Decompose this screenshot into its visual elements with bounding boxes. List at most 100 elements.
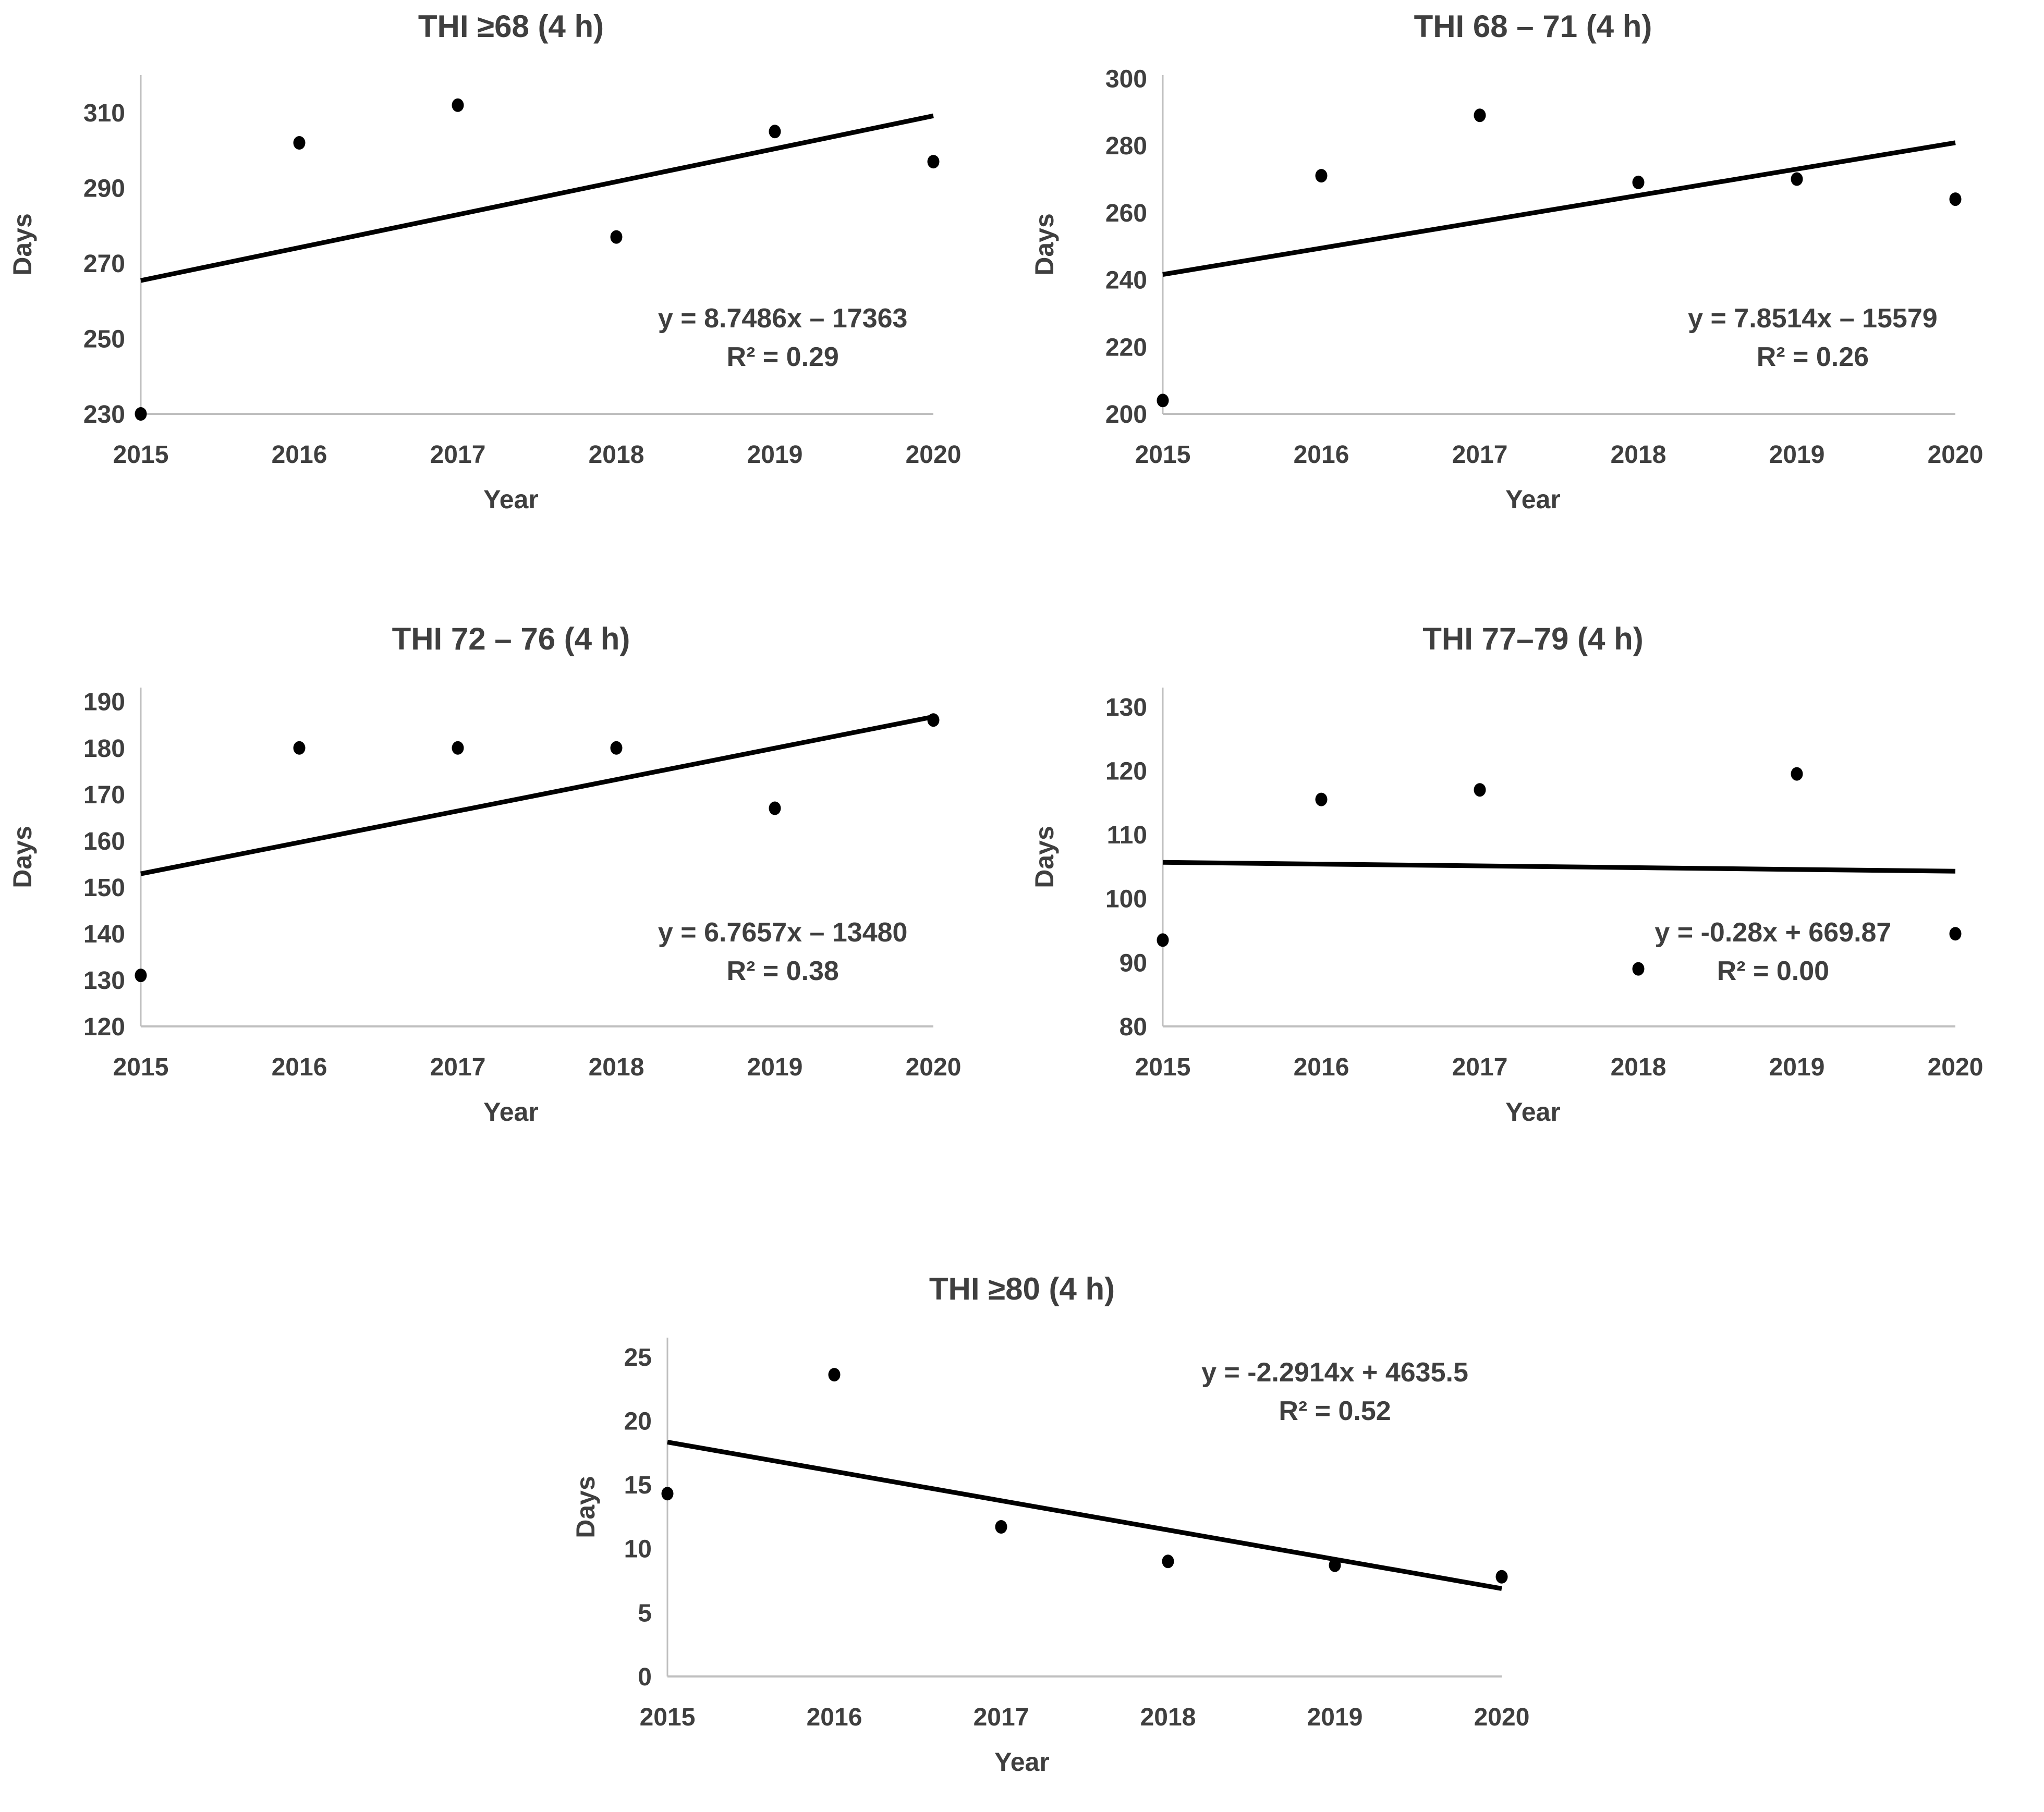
y-axis-title: Days: [571, 1476, 600, 1538]
data-point: [135, 407, 147, 421]
equation-text: y = -0.28x + 669.87: [1654, 917, 1892, 948]
x-tick-label: 2017: [974, 1704, 1029, 1729]
y-axis-title: Days: [1030, 213, 1059, 276]
x-tick-label: 2020: [906, 1054, 962, 1079]
chart-thi-77-79: THI 77–79 (4 h) 80 90 100 110 120 130 2015 2016…: [1022, 613, 2044, 1129]
x-tick-label: 2015: [113, 441, 169, 466]
data-point: [452, 741, 464, 755]
data-point: [1791, 767, 1803, 781]
equation-text: y = 8.7486x – 17363: [658, 303, 908, 334]
x-axis-title: Year: [1505, 485, 1561, 514]
y-tick-label: 0: [638, 1663, 652, 1691]
scatter-plot-svg: 0 5 10 15 20 25 2015 2016 2017 2018 2019 2020 Days: [571, 1338, 1529, 1729]
data-point: [1157, 933, 1169, 947]
y-tick-label: 20: [624, 1407, 652, 1435]
x-tick-label: 2016: [272, 1054, 327, 1079]
y-tick-label: 90: [1120, 949, 1147, 977]
data-point: [1632, 962, 1645, 976]
chart-title: THI ≥68 (4 h): [418, 9, 604, 44]
data-point: [1329, 1558, 1341, 1572]
data-point: [1474, 783, 1486, 797]
equation-text: y = 6.7657x – 13480: [658, 917, 908, 948]
x-tick-label: 2017: [430, 1054, 486, 1079]
plot-area: 0 5 10 15 20 25 2015 2016 2017 2018 2019 2020 Days y…: [511, 1306, 1533, 1729]
y-tick-label: 100: [1105, 886, 1147, 913]
x-tick-label: 2015: [1135, 1054, 1191, 1079]
data-point: [995, 1520, 1007, 1534]
y-tick-label: 310: [83, 100, 125, 127]
data-point: [1949, 192, 1962, 206]
chart-thi-ge80: THI ≥80 (4 h) 0 5 10 15 20 25 2015 2016 2017 2018…: [511, 1272, 1533, 1779]
r-squared-text: R² = 0.00: [1717, 956, 1830, 986]
equation-text: y = 7.8514x – 15579: [1688, 303, 1938, 334]
trendline-equation-block: y = -0.28x + 669.87 R² = 0.00: [1654, 913, 1891, 990]
data-point: [1474, 108, 1486, 123]
plot-area: 80 90 100 110 120 130 2015 2016 2017 2018 2019 2020…: [1022, 656, 2044, 1079]
x-tick-label: 2015: [1135, 441, 1191, 466]
x-tick-label: 2020: [906, 441, 962, 466]
x-tick-label: 2015: [640, 1704, 696, 1729]
x-tick-label: 2017: [430, 441, 486, 466]
data-point: [927, 155, 940, 169]
data-point: [1157, 394, 1169, 408]
y-tick-label: 5: [638, 1599, 652, 1627]
y-tick-label: 270: [83, 250, 125, 278]
x-tick-label: 2015: [113, 1054, 169, 1079]
y-tick-label: 10: [624, 1536, 652, 1563]
x-tick-label: 2019: [1769, 441, 1825, 466]
data-point: [1632, 175, 1645, 189]
scatter-plot-svg: 80 90 100 110 120 130 2015 2016 2017 2018 2019 2020…: [1030, 688, 1983, 1079]
r-squared-text: R² = 0.52: [1279, 1396, 1391, 1426]
data-point: [828, 1368, 841, 1382]
y-tick-label: 140: [83, 921, 125, 948]
data-point: [1949, 927, 1962, 941]
data-point: [769, 801, 781, 815]
r-squared-text: R² = 0.38: [726, 956, 839, 986]
trendline: [1162, 860, 1956, 874]
x-tick-label: 2019: [1307, 1704, 1363, 1729]
y-tick-label: 80: [1120, 1013, 1147, 1041]
plot-area: 200 220 240 260 280 300 2015 2016 2017 2018 2019 20…: [1022, 44, 2044, 466]
chart-thi-ge68: THI ≥68 (4 h) 230 250 270 290 310 2015 2016 201…: [0, 0, 1022, 516]
y-tick-label: 250: [83, 326, 125, 353]
y-tick-label: 170: [83, 781, 125, 809]
trendline: [667, 1439, 1502, 1591]
trendline: [140, 714, 934, 876]
y-tick-label: 200: [1105, 401, 1147, 428]
data-point: [927, 713, 940, 727]
y-tick-label: 150: [83, 874, 125, 902]
data-point: [661, 1487, 674, 1501]
x-tick-label: 2016: [1294, 1054, 1349, 1079]
x-axis-title: Year: [483, 1097, 539, 1127]
x-tick-label: 2018: [1140, 1704, 1196, 1729]
data-point: [1162, 1554, 1174, 1569]
y-tick-label: 110: [1107, 822, 1147, 849]
trendline-equation-block: y = 6.7657x – 13480 R² = 0.38: [658, 913, 908, 990]
y-tick-label: 230: [83, 401, 125, 428]
scatter-plot-svg: 120 130 140 150 160 170 180 190 2015 2016 2017 2018…: [8, 688, 962, 1079]
y-tick-label: 290: [83, 175, 125, 203]
scatter-plot-svg: 230 250 270 290 310 2015 2016 2017 2018 2019 2020 D…: [8, 75, 962, 466]
trendline: [1162, 140, 1956, 277]
r-squared-text: R² = 0.29: [726, 341, 839, 372]
data-point: [1791, 172, 1803, 186]
r-squared-text: R² = 0.26: [1756, 341, 1869, 372]
x-axis-title: Year: [483, 485, 539, 514]
x-tick-label: 2018: [1611, 441, 1666, 466]
x-tick-label: 2016: [272, 441, 327, 466]
y-tick-label: 300: [1105, 65, 1147, 93]
y-tick-label: 260: [1105, 200, 1147, 227]
y-tick-label: 180: [83, 735, 125, 763]
x-tick-label: 2017: [1452, 441, 1508, 466]
trendline-equation-block: y = 8.7486x – 17363 R² = 0.29: [658, 299, 908, 376]
chart-title: THI 72 – 76 (4 h): [392, 621, 630, 656]
data-point: [1315, 792, 1328, 806]
y-tick-label: 15: [624, 1472, 652, 1499]
data-point: [610, 741, 623, 755]
y-axis-title: Days: [8, 826, 37, 888]
y-tick-label: 120: [1105, 757, 1147, 785]
y-axis-title: Days: [1030, 826, 1059, 888]
data-point: [610, 230, 623, 244]
x-axis-title: Year: [994, 1747, 1050, 1777]
